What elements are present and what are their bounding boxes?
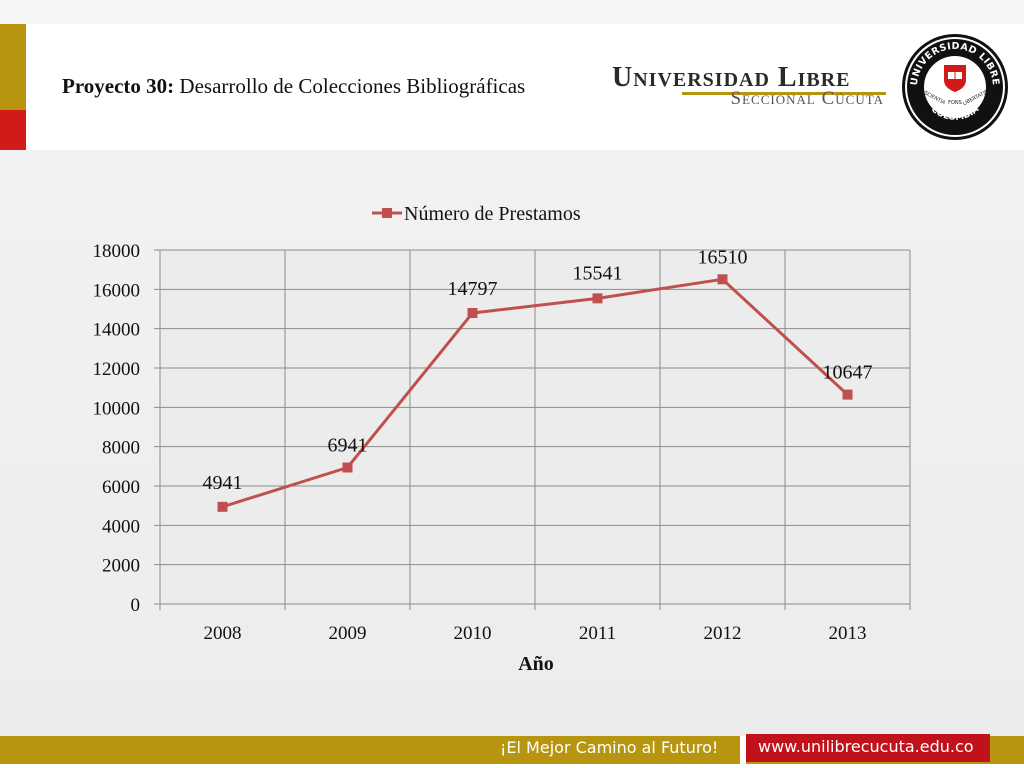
data-label: 10647 xyxy=(823,362,873,384)
data-label: 16510 xyxy=(698,246,748,268)
slide-title: Proyecto 30: Desarrollo de Colecciones B… xyxy=(62,74,525,99)
data-point-marker xyxy=(717,274,728,285)
brand-subtitle: Seccional Cúcuta xyxy=(730,88,884,109)
data-label: 4941 xyxy=(203,472,243,494)
x-tick-label: 2011 xyxy=(579,623,616,644)
y-tick-label: 10000 xyxy=(93,398,141,419)
brand-rule xyxy=(682,92,886,95)
data-label: 15541 xyxy=(573,262,623,284)
top-strip xyxy=(0,0,1024,24)
data-point-marker xyxy=(842,389,853,400)
university-seal-icon: UNIVERSIDAD LIBRE COLOMBIA SCIENTIA LIBE… xyxy=(902,34,1008,140)
gold-accent-block xyxy=(0,24,26,110)
x-tick-label: 2010 xyxy=(454,623,492,644)
data-point-marker xyxy=(592,293,603,304)
header-band xyxy=(0,24,1024,150)
data-label: 6941 xyxy=(328,434,368,456)
y-tick-label: 14000 xyxy=(93,320,141,341)
data-point-marker xyxy=(342,462,353,473)
y-tick-label: 12000 xyxy=(93,359,141,380)
y-tick-label: 6000 xyxy=(102,477,140,498)
y-tick-label: 8000 xyxy=(102,438,140,459)
legend-marker xyxy=(382,208,392,218)
y-tick-label: 0 xyxy=(131,595,141,616)
footer-url-link[interactable]: www.unilibrecucuta.edu.co xyxy=(758,737,974,756)
data-point-marker xyxy=(217,501,228,512)
series-line xyxy=(222,277,849,509)
y-tick-label: 4000 xyxy=(102,516,140,537)
footer-slogan: ¡El Mejor Camino al Futuro! xyxy=(500,738,719,757)
red-accent-block xyxy=(0,110,26,150)
y-tick-label: 2000 xyxy=(102,556,140,577)
slide-title-bold: Proyecto 30: xyxy=(62,74,175,98)
y-tick-label: 18000 xyxy=(93,241,141,262)
x-tick-label: 2009 xyxy=(329,623,367,644)
data-label: 14797 xyxy=(448,278,498,300)
x-tick-label: 2008 xyxy=(204,623,242,644)
slide-title-rest: Desarrollo de Colecciones Bibliográficas xyxy=(174,74,526,98)
brand-name: Universidad Libre xyxy=(612,62,851,93)
university-brand: Universidad Libre Seccional Cúcuta xyxy=(612,62,888,114)
footer-slogan-box xyxy=(492,736,746,764)
footer-base xyxy=(0,764,1024,768)
x-tick-label: 2012 xyxy=(704,623,742,644)
y-tick-label: 16000 xyxy=(93,280,141,301)
x-tick-label: 2013 xyxy=(829,623,867,644)
legend-label: Número de Prestamos xyxy=(404,203,581,225)
x-axis-title: Año xyxy=(518,653,554,675)
seal-middle-text: FONS xyxy=(948,100,962,106)
data-point-marker xyxy=(467,307,478,318)
footer-url-box xyxy=(746,734,990,762)
